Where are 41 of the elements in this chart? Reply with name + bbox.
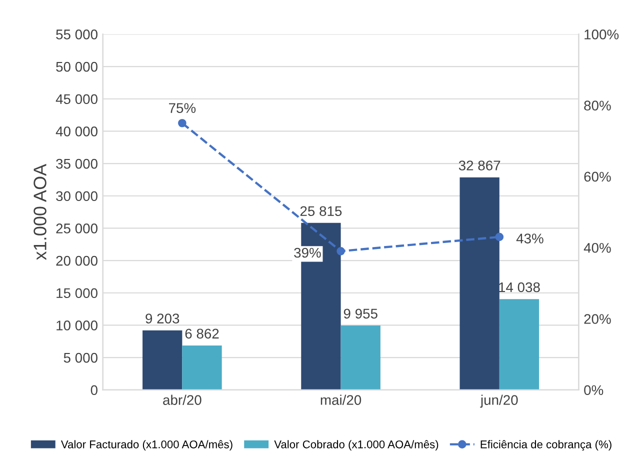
y-tick-label: 5 000 [64,352,98,363]
data-label: 25 815 [300,206,342,216]
legend-label: Eficiência de cobrança (%) [480,440,612,451]
point [178,118,186,128]
y2-tick-label: 80% [584,100,611,111]
y-tick-label: 30 000 [56,191,98,202]
y-tick-label: 55 000 [56,30,98,40]
data-label: 32 867 [458,160,500,170]
legend-label: Valor Cobrado (x1.000 AOA/mês) [274,440,438,451]
x-tick-label: abr/20 [163,394,202,405]
y-tick-label: 35 000 [56,158,98,169]
data-label: 9 955 [344,308,378,319]
y-tick-label: 50 000 [56,62,98,72]
x-tick-label: jun/20 [480,394,518,408]
y-tick-label: 45 000 [56,94,98,104]
data-label: 75% [168,103,196,113]
data-label: 9 203 [146,314,180,324]
y-tick-label: 40 000 [56,126,98,136]
data-label: 39% [294,248,321,258]
y-axis-title: x1.000 AOA [34,164,46,260]
y-tick-label: 25 000 [56,224,98,234]
y-tick-label: 10 000 [56,320,98,330]
bar [499,299,540,390]
y2-tick-label: 20% [584,314,611,324]
bar [340,326,380,390]
data-label: 6 862 [185,328,219,339]
point [336,247,345,256]
y2-tick-label: 60% [584,172,611,182]
y-tick-label: 20 000 [56,256,98,266]
data-label: 43% [516,234,544,244]
y2-tick-label: 0% [584,385,604,396]
y-tick-label: 15 000 [56,288,98,298]
y2-tick-label: 40% [584,242,611,253]
x-tick-label: mai/20 [320,394,362,405]
bar [182,346,222,390]
bar [142,330,182,390]
y-tick-label: 0 [90,385,98,396]
y2-tick-label: 100% [584,30,619,40]
bar [460,177,500,390]
legend-label: Valor Facturado (x1.000 AOA/mês) [60,440,232,451]
point [495,232,504,242]
